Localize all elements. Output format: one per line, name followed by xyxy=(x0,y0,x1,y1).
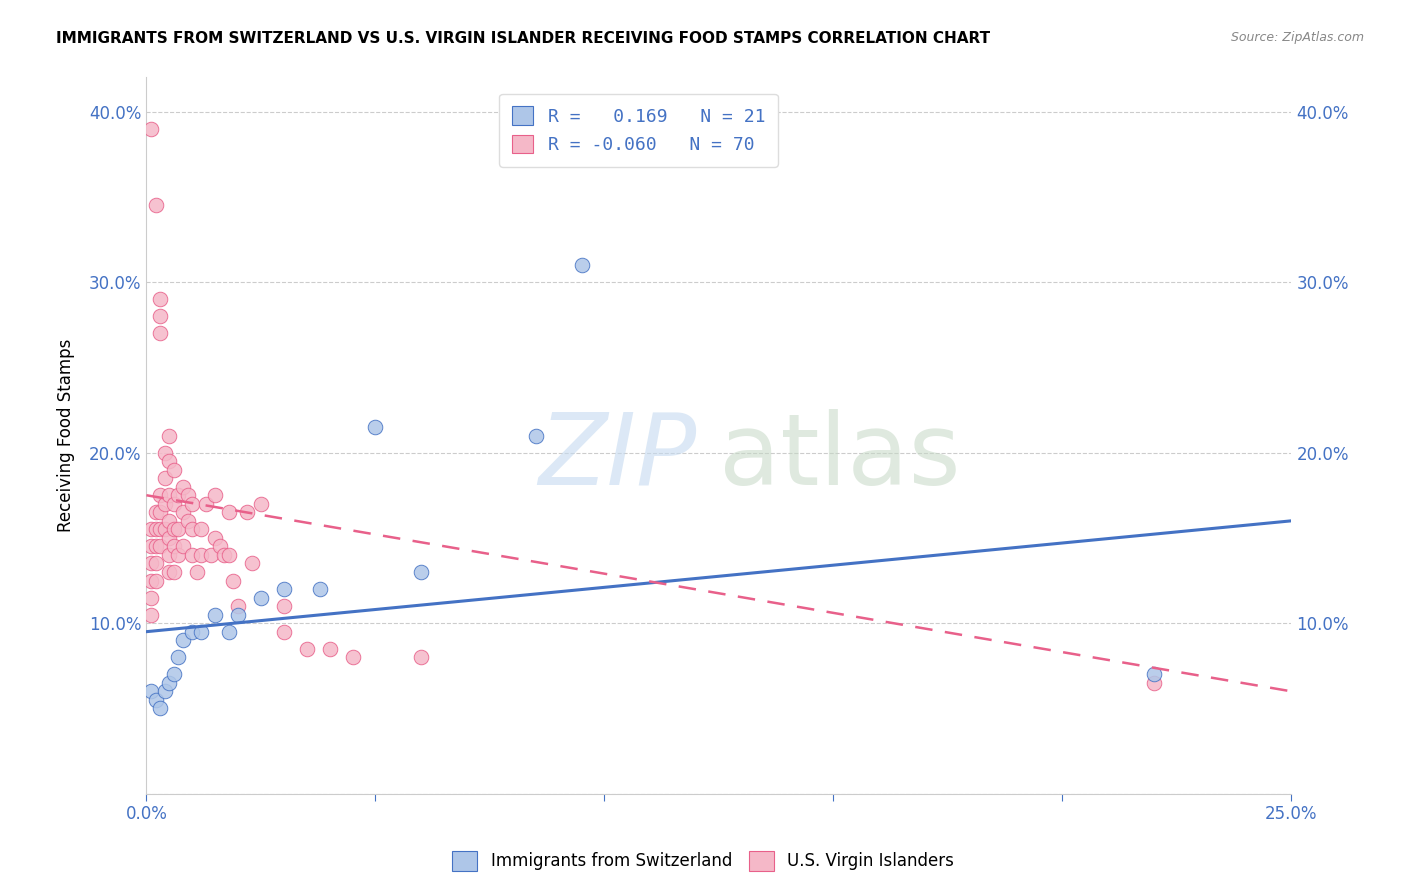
Point xyxy=(139,591,162,605)
Point xyxy=(204,607,226,622)
Point xyxy=(411,565,433,579)
Point xyxy=(524,428,547,442)
Point xyxy=(273,624,295,639)
Point xyxy=(145,505,167,519)
Y-axis label: Receiving Food Stamps: Receiving Food Stamps xyxy=(58,339,75,533)
Point xyxy=(149,488,172,502)
Point xyxy=(139,607,162,622)
Text: atlas: atlas xyxy=(718,409,960,506)
Point xyxy=(139,540,162,554)
Point xyxy=(364,420,387,434)
Point xyxy=(1143,667,1166,681)
Point xyxy=(157,514,180,528)
Point xyxy=(153,684,176,698)
Point xyxy=(153,445,176,459)
Point xyxy=(149,522,172,536)
Legend: R =   0.169   N = 21, R = -0.060   N = 70: R = 0.169 N = 21, R = -0.060 N = 70 xyxy=(499,94,778,167)
Point xyxy=(139,574,162,588)
Text: IMMIGRANTS FROM SWITZERLAND VS U.S. VIRGIN ISLANDER RECEIVING FOOD STAMPS CORREL: IMMIGRANTS FROM SWITZERLAND VS U.S. VIRG… xyxy=(56,31,990,46)
Point xyxy=(571,258,593,272)
Point xyxy=(295,641,318,656)
Point xyxy=(167,522,190,536)
Point xyxy=(157,488,180,502)
Point xyxy=(204,488,226,502)
Point xyxy=(149,292,172,306)
Point xyxy=(273,582,295,596)
Point xyxy=(167,548,190,562)
Point xyxy=(218,548,240,562)
Point xyxy=(181,497,204,511)
Point xyxy=(190,522,212,536)
Text: Source: ZipAtlas.com: Source: ZipAtlas.com xyxy=(1230,31,1364,45)
Point xyxy=(163,565,186,579)
Point xyxy=(153,522,176,536)
Point xyxy=(163,497,186,511)
Point xyxy=(167,488,190,502)
Point xyxy=(222,574,245,588)
Point xyxy=(145,574,167,588)
Point xyxy=(139,684,162,698)
Point xyxy=(176,514,198,528)
Point xyxy=(157,531,180,545)
Point xyxy=(200,548,222,562)
Point xyxy=(190,548,212,562)
Point xyxy=(153,497,176,511)
Point xyxy=(157,428,180,442)
Point xyxy=(149,309,172,323)
Point xyxy=(181,548,204,562)
Point xyxy=(181,624,204,639)
Point xyxy=(153,471,176,485)
Point xyxy=(240,557,263,571)
Point xyxy=(149,326,172,341)
Point xyxy=(273,599,295,613)
Legend: Immigrants from Switzerland, U.S. Virgin Islanders: Immigrants from Switzerland, U.S. Virgin… xyxy=(444,842,962,880)
Point xyxy=(172,633,194,648)
Point xyxy=(145,557,167,571)
Point xyxy=(411,650,433,665)
Point xyxy=(172,540,194,554)
Point xyxy=(236,505,259,519)
Point xyxy=(157,454,180,468)
Point xyxy=(190,624,212,639)
Point xyxy=(204,531,226,545)
Point xyxy=(145,198,167,212)
Point xyxy=(172,480,194,494)
Point xyxy=(226,599,249,613)
Point xyxy=(342,650,364,665)
Point xyxy=(145,693,167,707)
Point xyxy=(139,557,162,571)
Point xyxy=(250,497,273,511)
Point xyxy=(186,565,208,579)
Point xyxy=(163,463,186,477)
Point xyxy=(145,540,167,554)
Point xyxy=(157,676,180,690)
Point xyxy=(218,505,240,519)
Point xyxy=(163,540,186,554)
Point xyxy=(157,565,180,579)
Point xyxy=(309,582,332,596)
Point xyxy=(218,624,240,639)
Point xyxy=(149,505,172,519)
Point xyxy=(139,522,162,536)
Point xyxy=(318,641,340,656)
Point xyxy=(157,548,180,562)
Point xyxy=(149,540,172,554)
Point xyxy=(176,488,198,502)
Point xyxy=(163,522,186,536)
Point xyxy=(163,667,186,681)
Text: ZIP: ZIP xyxy=(537,409,696,506)
Point xyxy=(194,497,217,511)
Point xyxy=(139,121,162,136)
Point xyxy=(181,522,204,536)
Point xyxy=(226,607,249,622)
Point xyxy=(250,591,273,605)
Point xyxy=(149,701,172,715)
Point xyxy=(172,505,194,519)
Point xyxy=(1143,676,1166,690)
Point xyxy=(145,522,167,536)
Point xyxy=(208,540,231,554)
Point xyxy=(214,548,236,562)
Point xyxy=(167,650,190,665)
